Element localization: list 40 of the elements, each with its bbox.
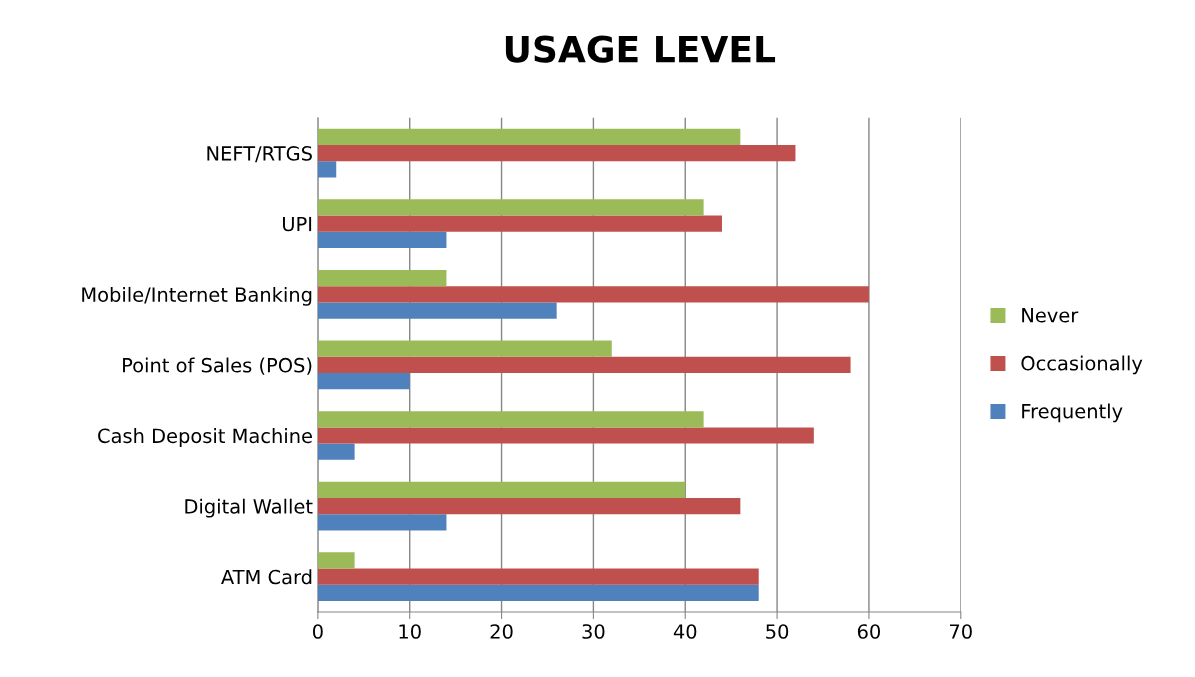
chart-title: USAGE LEVEL <box>505 35 776 63</box>
bar <box>317 443 355 460</box>
x-tick-label: 0 <box>312 624 323 639</box>
x-tick-label: 60 <box>857 624 881 639</box>
x-tick-label: 70 <box>950 624 972 639</box>
y-tick-label: Digital Wallet <box>185 498 313 518</box>
bar <box>317 161 337 178</box>
y-tick-label: Cash Deposit Machine <box>98 428 312 447</box>
bar <box>317 269 447 287</box>
bar <box>317 286 869 303</box>
bar <box>317 215 722 232</box>
bar <box>317 199 704 216</box>
bar <box>317 568 759 585</box>
bar <box>317 411 704 428</box>
y-tick-label: ATM Card <box>221 569 312 585</box>
bar <box>317 497 741 515</box>
bar <box>317 584 759 602</box>
x-tick-label: 40 <box>673 624 697 639</box>
y-tick-label: Point of Sales (POS) <box>123 357 312 375</box>
x-tick-label: 20 <box>490 624 513 639</box>
y-tick-label: UPI <box>283 216 312 232</box>
bar <box>317 552 355 569</box>
x-tick-label: 10 <box>399 624 421 639</box>
bar <box>317 427 814 444</box>
bar <box>317 340 612 357</box>
bar <box>317 481 686 498</box>
bar <box>317 231 447 249</box>
legend-label: Never <box>1022 308 1079 323</box>
bar <box>317 302 557 319</box>
x-tick-label: 50 <box>766 624 789 639</box>
bar <box>317 356 851 374</box>
bar <box>317 144 796 162</box>
y-tick-label: Mobile/Internet Banking <box>82 286 312 306</box>
y-tick-label: NEFT/RTGS <box>207 146 312 163</box>
x-tick-label: 30 <box>582 624 605 639</box>
bar <box>317 128 741 145</box>
legend-label: Occasionally <box>1021 355 1143 375</box>
legend-label: Frequently <box>1022 403 1123 423</box>
bar <box>317 514 447 531</box>
bar <box>317 373 410 390</box>
